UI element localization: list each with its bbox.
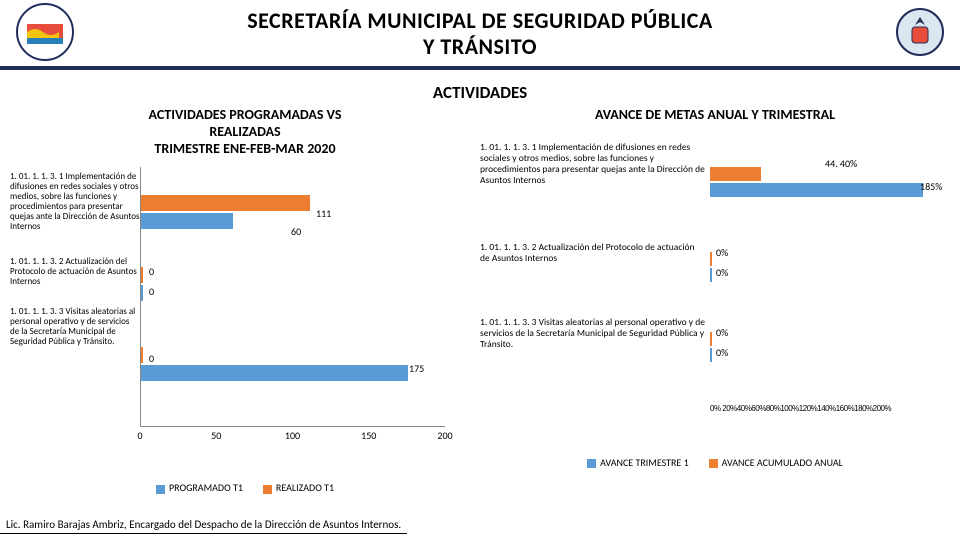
bar-value: 0% xyxy=(716,346,728,359)
bar xyxy=(710,167,761,181)
y-axis-label: 1. 01. 1. 1. 3. 1 Implementación de difu… xyxy=(480,142,705,186)
right-legend: AVANCE TRIMESTRE 1 AVANCE ACUMULADO ANUA… xyxy=(480,456,950,469)
right-chart-panel: AVANCE DE METAS ANUAL Y TRIMESTRAL 1. 01… xyxy=(480,107,950,494)
bar-value: 44. 40% xyxy=(825,157,857,170)
bar xyxy=(710,252,712,266)
right-chart-title: AVANCE DE METAS ANUAL Y TRIMESTRAL xyxy=(480,107,950,142)
bar-value: 60 xyxy=(291,225,301,238)
page-title: SECRETARÍA MUNICIPAL DE SEGURIDAD PÚBLIC… xyxy=(0,0,960,61)
bar xyxy=(141,267,143,283)
left-legend: PROGRAMADO T1 REALIZADO T1 xyxy=(10,481,480,494)
bar xyxy=(141,347,143,363)
bar xyxy=(141,213,233,229)
bar-value: 0 xyxy=(149,265,154,278)
bar-value: 185% xyxy=(920,180,942,193)
bar xyxy=(141,285,143,301)
bar xyxy=(710,268,712,282)
y-axis-label: 1. 01. 1. 1. 3. 3 Visitas aleatorias al … xyxy=(480,317,705,350)
x-tick: 100 xyxy=(285,429,300,442)
left-chart: 1. 01. 1. 1. 3. 1 Implementación de difu… xyxy=(10,167,480,477)
x-tick: 150 xyxy=(361,429,376,442)
bar-value: 0 xyxy=(149,285,154,298)
y-axis-label: 1. 01. 1. 1. 3. 3 Visitas aleatorias al … xyxy=(10,307,140,347)
bar-value: 111 xyxy=(316,207,331,220)
x-tick: 50 xyxy=(211,429,221,442)
header: SECRETARÍA MUNICIPAL DE SEGURIDAD PÚBLIC… xyxy=(0,0,960,70)
bar xyxy=(710,183,923,197)
municipal-logo-icon xyxy=(15,2,75,62)
police-badge-icon xyxy=(895,7,945,57)
left-chart-panel: ACTIVIDADES PROGRAMADAS VS REALIZADAS TR… xyxy=(10,107,480,494)
bar xyxy=(141,365,408,381)
y-axis-label: 1. 01. 1. 1. 3. 2 Actualización del Prot… xyxy=(10,257,140,287)
bar xyxy=(141,195,310,211)
bar xyxy=(710,348,712,362)
right-chart: 1. 01. 1. 1. 3. 1 Implementación de difu… xyxy=(480,142,950,452)
y-axis-label: 1. 01. 1. 1. 3. 2 Actualización del Prot… xyxy=(480,242,705,264)
section-title: ACTIVIDADES xyxy=(0,82,960,103)
bar-value: 0% xyxy=(716,326,728,339)
bar-value: 0% xyxy=(716,266,728,279)
x-tick: 200 xyxy=(437,429,452,442)
bar-value: 0% xyxy=(716,246,728,259)
bar-value: 175 xyxy=(409,362,424,375)
footer-credit: Lic. Ramiro Barajas Ambriz, Encargado de… xyxy=(0,516,407,534)
bar xyxy=(710,332,712,346)
bar-value: 0 xyxy=(149,352,154,365)
x-tick: 0 xyxy=(137,429,142,442)
y-axis-label: 1. 01. 1. 1. 3. 1 Implementación de difu… xyxy=(10,172,140,231)
left-chart-title: ACTIVIDADES PROGRAMADAS VS REALIZADAS TR… xyxy=(10,107,480,167)
